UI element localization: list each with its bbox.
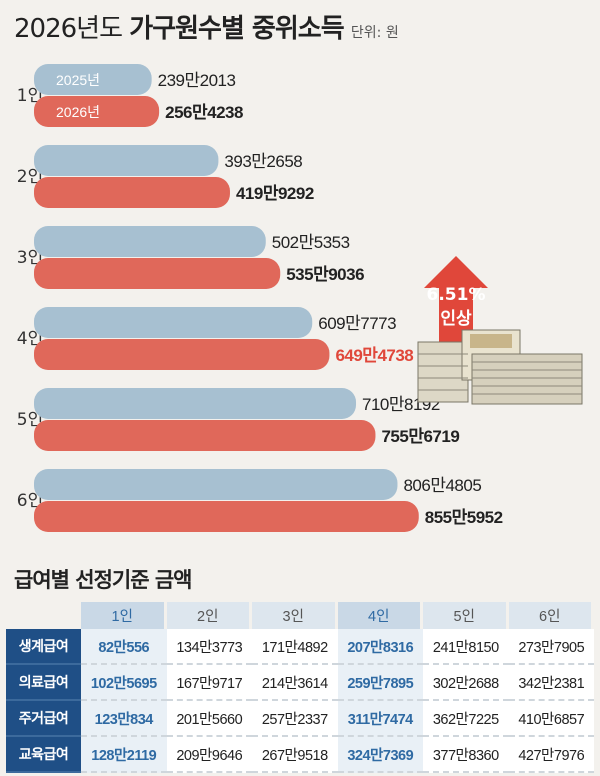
table-body: 생계급여 82만556 134만3773 171만4892 207만8316 241만81… (6, 629, 594, 773)
table-corner (6, 602, 81, 629)
title-unit: 단위: 원 (350, 25, 399, 41)
value-label: 609만7773 (318, 314, 396, 333)
title-main: 가구원수별 중위소득 (129, 14, 344, 44)
arrow-label: 인상 (440, 309, 472, 329)
value-label: 535만9036 (286, 265, 364, 284)
value-label: 256만4238 (165, 103, 243, 122)
title-year: 2026년도 (14, 14, 123, 44)
value-label: 502만5353 (272, 233, 350, 252)
table-cell: 207만8316 (337, 629, 423, 665)
bar-2026-5인 (34, 420, 376, 451)
table-cell: 214만3614 (252, 665, 338, 701)
table-cell: 123만834 (81, 701, 167, 737)
table-cell: 259만7895 (337, 665, 423, 701)
table-cell: 410만6857 (508, 701, 594, 737)
table-cell: 201만5660 (166, 701, 252, 737)
value-label: 393만2658 (224, 152, 302, 171)
category-label: 6인 (17, 491, 43, 511)
table-cell: 171만4892 (252, 629, 338, 665)
table-cell: 377만8360 (423, 737, 509, 773)
income-bar-chart: 1인 2025년 239만2013 2026년 256만4238 2인 393만2658 41… (17, 64, 583, 532)
column-header: 6인 (508, 602, 594, 629)
table-cell: 362만7225 (423, 701, 509, 737)
bars-layer: 1인 2025년 239만2013 2026년 256만4238 2인 393만2658 41… (17, 64, 503, 532)
bar-2026-3인 (34, 258, 281, 289)
series-label: 2026년 (56, 104, 100, 120)
table-row: 주거급여 123만834 201만5660 257만2337 311만7474 362만7… (6, 701, 594, 737)
table-cell: 167만9717 (166, 665, 252, 701)
table-cell: 257만2337 (252, 701, 338, 737)
table-row: 교육급여 128만2119 209만9646 267만9518 324만7369 377만… (6, 737, 594, 773)
table-cell: 311만7474 (337, 701, 423, 737)
table-row: 생계급여 82만556 134만3773 171만4892 207만8316 241만81… (6, 629, 594, 665)
value-label: 806만4805 (403, 476, 481, 495)
column-header: 5인 (423, 602, 509, 629)
table-cell: 342만2381 (508, 665, 594, 701)
value-label: 649만4738 (335, 346, 413, 365)
value-label: 419만9292 (236, 184, 314, 203)
bar-2025-5인 (34, 388, 357, 419)
table-cell: 267만9518 (252, 737, 338, 773)
table-cell: 273만7905 (508, 629, 594, 665)
column-header: 3인 (252, 602, 338, 629)
bar-2026-6인 (34, 501, 419, 532)
table-title: 급여별 선정기준 금액 (14, 568, 193, 592)
money-stack-illustration: 6.51% 인상 (417, 256, 583, 405)
column-header: 2인 (166, 602, 252, 629)
row-label: 의료급여 (6, 665, 81, 701)
category-label: 1인 (17, 86, 43, 106)
category-label: 4인 (17, 329, 43, 349)
table-cell: 102만5695 (81, 665, 167, 701)
row-label: 주거급여 (6, 701, 81, 737)
table-cell: 324만7369 (337, 737, 423, 773)
bar-2026-1인 (34, 96, 160, 127)
category-label: 2인 (17, 167, 43, 187)
category-label: 5인 (17, 410, 43, 430)
column-header: 4인 (337, 602, 423, 629)
series-label: 2025년 (56, 72, 100, 88)
table-cell: 128만2119 (81, 737, 167, 773)
arrow-percent: 6.51% (427, 285, 486, 305)
row-label: 교육급여 (6, 737, 81, 773)
bar-2025-2인 (34, 145, 219, 176)
value-label: 855만5952 (425, 508, 503, 527)
bar-2025-6인 (34, 469, 398, 500)
chart-title: 2026년도 가구원수별 중위소득 단위: 원 (14, 8, 399, 45)
row-label: 생계급여 (6, 629, 81, 665)
bar-2026-2인 (34, 177, 230, 208)
table-cell: 427만7976 (508, 737, 594, 773)
bar-2025-3인 (34, 226, 266, 257)
category-label: 3인 (17, 248, 43, 268)
increase-arrow-icon (424, 256, 488, 342)
column-header: 1인 (81, 602, 167, 629)
value-label: 755만6719 (381, 427, 459, 446)
table-row: 의료급여 102만5695 167만9717 214만3614 259만7895 302만… (6, 665, 594, 701)
bar-2026-4인 (34, 339, 330, 370)
table-cell: 134만3773 (166, 629, 252, 665)
table-cell: 241만8150 (423, 629, 509, 665)
table-cell: 82만556 (81, 629, 167, 665)
table-cell: 302만2688 (423, 665, 509, 701)
value-label: 239만2013 (158, 71, 236, 90)
benefit-table: 1인 2인 3인 4인 5인 6인 생계급여 82만556 134만3773 171만4892 2… (6, 602, 594, 773)
table-header-row: 1인 2인 3인 4인 5인 6인 (6, 602, 594, 629)
table-cell: 209만9646 (166, 737, 252, 773)
bar-2025-4인 (34, 307, 313, 338)
money-icon (417, 329, 583, 405)
bar-2025-1인 (34, 64, 152, 95)
